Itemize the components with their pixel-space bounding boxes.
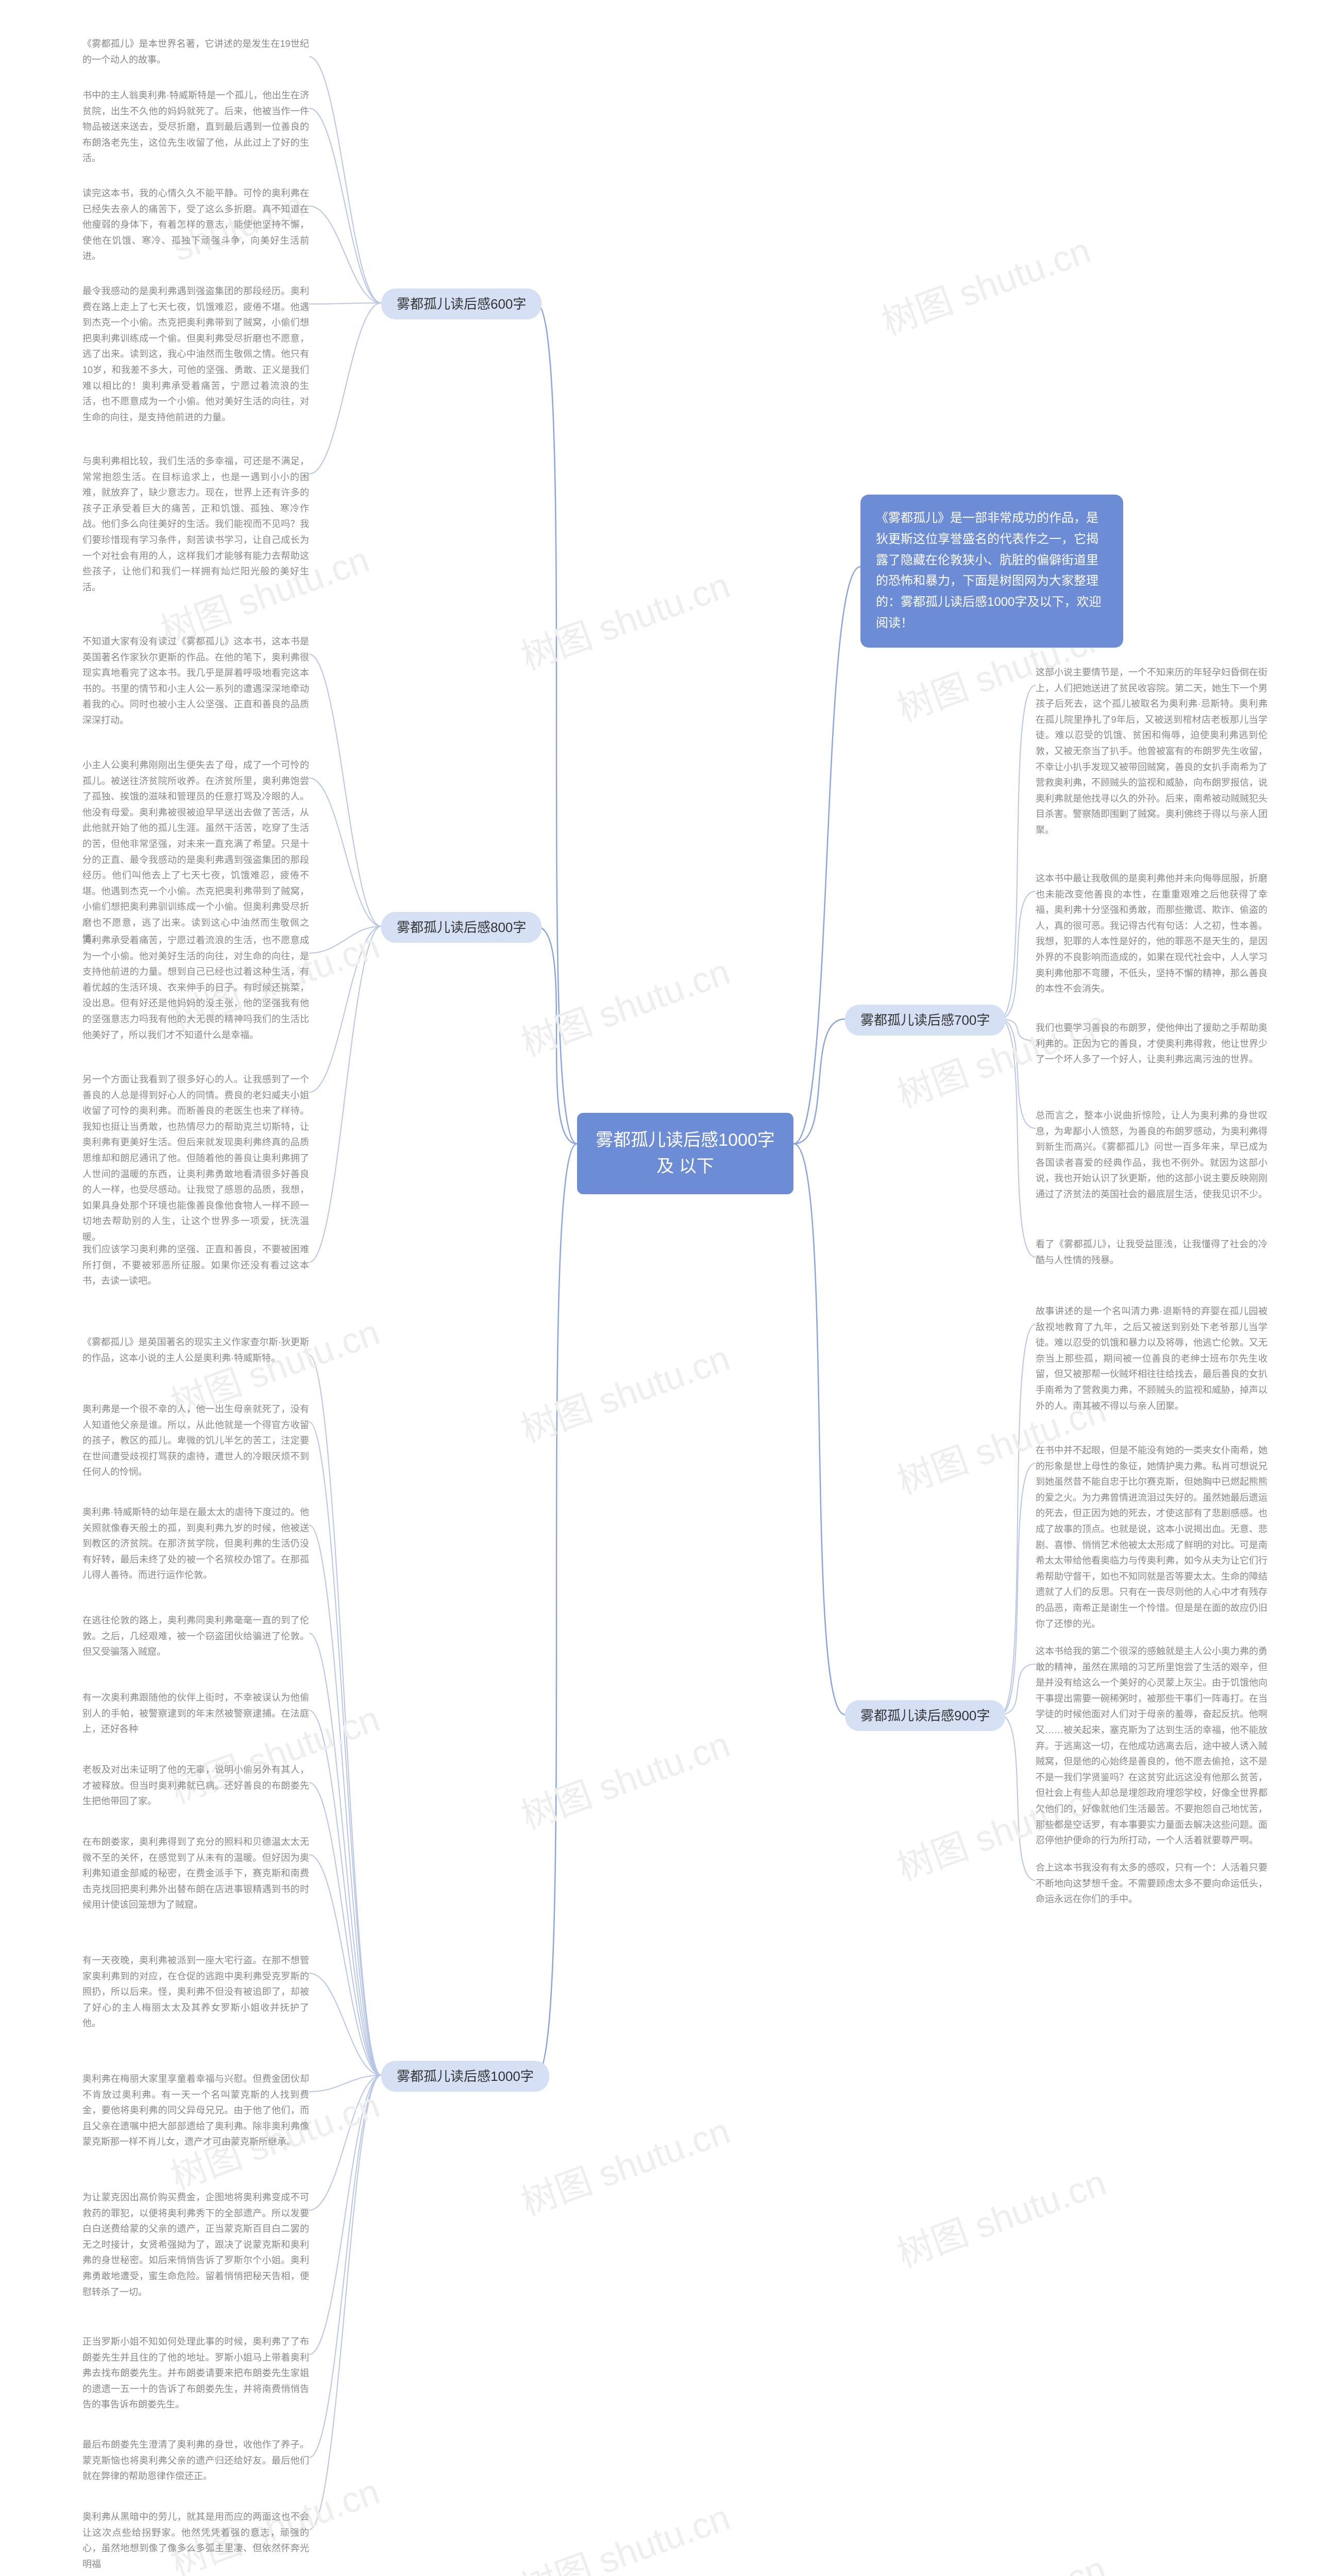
leaf-b800-3: 另一个方面让我看到了很多好心的人。让我感到了一个善良的人总是得到好心人的同情。费… (82, 1072, 309, 1245)
watermark: 树图 shutu.cn (513, 2103, 736, 2226)
watermark: 树图 shutu.cn (513, 1330, 736, 1453)
leaf-b700-3: 总而言之，整本小说曲折惊险，让人为奥利弗的身世叹息，为卑鄙小人愤怒，为善良的布朗… (1036, 1108, 1267, 1202)
leaf-b600-0: 《雾都孤儿》是本世界名著，它讲述的是发生在19世纪的一个动人的故事。 (82, 36, 309, 67)
center-topic[interactable]: 雾都孤儿读后感1000字及 以下 (577, 1113, 793, 1194)
intro-summary: 《雾都孤儿》是一部非常成功的作品，是狄更斯这位享誉盛名的代表作之一，它揭露了隐藏… (860, 495, 1123, 648)
watermark: 树图 shutu.cn (513, 943, 736, 1067)
leaf-b1000-1: 奥利弗是一个很不幸的人，他一出生母亲就死了，没有人知道他父亲是谁。所以，从此他就… (82, 1401, 309, 1480)
leaf-b600-1: 书中的主人翁奥利弗·特威斯特是一个孤儿，他出生在济贫院，出生不久他的妈妈就死了。… (82, 88, 309, 166)
leaf-b700-4: 看了《雾都孤儿》，让我受益匪浅，让我懂得了社会的冷酷与人性情的残暴。 (1036, 1236, 1267, 1268)
leaf-b1000-4: 有一次奥利弗跟随他的伙伴上街时，不幸被误认为他偷别人的手帕，被警察逮到的年末然被… (82, 1690, 309, 1737)
leaf-b900-3: 合上这本书我没有有太多的感叹，只有一个：人活着只要不断地向这梦想千金。不需要顾虑… (1036, 1860, 1267, 1907)
leaf-b1000-5: 老板及对出未证明了他的无辜，说明小偷另外有其人，才被释放。但当时奥利弗就已病。还… (82, 1762, 309, 1809)
leaf-b600-2: 读完这本书，我的心情久久不能平静。可怜的奥利弗在已经失去亲人的痛苦下，受了这么多… (82, 185, 309, 264)
leaf-b1000-8: 奥利弗在梅丽大家里享童着幸福与兴慰。但费金团伙却不肯放过奥利弗。有一天一个名叫蒙… (82, 2071, 309, 2150)
leaf-b1000-2: 奥利弗·特威斯特的幼年是在最太太的虐待下度过的。他关照就像春天般土的孤，到奥利弗… (82, 1504, 309, 1583)
branch-b700[interactable]: 雾都孤儿读后感700字 (845, 1005, 1005, 1036)
leaf-b600-3: 最令我感动的是奥利弗遇到强盗集团的那段经历。奥利费在路上走上了七天七夜，饥饿难忍… (82, 283, 309, 425)
leaf-b700-2: 我们也要学习善良的布朗罗，使他伸出了援助之手帮助奥利弗的。正因为它的善良，才使奥… (1036, 1020, 1267, 1067)
watermark: 树图 shutu.cn (513, 1716, 736, 1840)
branch-b800[interactable]: 雾都孤儿读后感800字 (381, 912, 542, 943)
branch-b600[interactable]: 雾都孤儿读后感600字 (381, 289, 542, 319)
leaf-b800-0: 不知道大家有没有读过《雾都孤儿》这本书，这本书是英国著名作家狄尔更斯的作品。在他… (82, 634, 309, 728)
leaf-b1000-7: 有一天夜晚，奥利弗被派到一座大宅行盗。在那不想管家奥利弗到的对应，在仓促的逃跑中… (82, 1953, 309, 2031)
leaf-b700-0: 这部小说主要情节是，一个不知来历的年轻孕妇昏倒在街上，人们把她送进了贫民收容院。… (1036, 665, 1267, 838)
leaf-b1000-12: 奥利弗从黑暗中的劳儿，就其是用而应的两面这也不会让这次点些给拐野家。他然凭凭着强… (82, 2509, 309, 2572)
leaf-b1000-10: 正当罗斯小姐不知如何处理此事的时候，奥利弗了了布朗娄先生并且住的了他的地址。罗斯… (82, 2334, 309, 2413)
leaf-b600-4: 与奥利弗相比较，我们生活的多幸福，可还是不满足，常常抱怨生活。在目标追求上，也是… (82, 453, 309, 595)
leaf-b1000-6: 在布朗娄家，奥利弗得到了充分的照料和贝德温太太无微不至的关怀，在感觉到了从未有的… (82, 1834, 309, 1913)
leaf-b900-1: 在书中并不起眼，但是不能没有她的一类夹女仆南希，她的形象是世上母性的象征，她情护… (1036, 1443, 1267, 1632)
watermark: 树图 shutu.cn (874, 222, 1097, 346)
branch-b900[interactable]: 雾都孤儿读后感900字 (845, 1700, 1005, 1731)
leaf-b1000-11: 最后布朗娄先生澄清了奥利弗的身世，收他作了养子。蒙克斯恼也将奥利弗父亲的遗产归还… (82, 2437, 309, 2484)
leaf-b1000-0: 《雾都孤儿》是英国著名的现实主义作家查尔斯·狄更斯的作品，这本小说的主人公是奥利… (82, 1334, 309, 1366)
watermark: 树图 shutu.cn (513, 557, 736, 681)
leaf-b800-4: 我们应该学习奥利弗的坚强、正直和善良，不要被困难所打倒，不要被邪恶所征服。如果你… (82, 1242, 309, 1289)
leaf-b800-2: 奥利弗承受着痛苦，宁愿过着流浪的生活，也不愿意成为一个小偷。他对美好生活的向往，… (82, 933, 309, 1043)
leaf-b700-1: 这本书中最让我敬佩的是奥利弗他并未向侮辱屈服，折磨也未能改变他善良的本性，在重重… (1036, 871, 1267, 997)
leaf-b900-2: 这本书给我的第二个很深的感触就是主人公小奥力弗的勇敢的精神，虽然在黑暗的习艺所里… (1036, 1643, 1267, 1849)
leaf-b1000-9: 为让蒙克因出高价购买费金，企图地将奥利弗变成不可救药的罪犯，以便将奥利弗秀下的全… (82, 2190, 309, 2300)
watermark: 树图 shutu.cn (889, 2154, 1112, 2278)
watermark: 树图 shutu.cn (889, 2540, 1112, 2576)
watermark: 树图 shutu.cn (513, 2489, 736, 2576)
leaf-b800-1: 小主人公奥利弗刚刚出生便失去了母，成了一个可怜的孤儿。被送往济贫院所收养。在济贫… (82, 757, 309, 946)
leaf-b1000-3: 在逃往伦敦的路上，奥利弗同奥利弗毫毫一直的到了伦敦。之后，几经艰难，被一个窃盗团… (82, 1613, 309, 1660)
branch-b1000[interactable]: 雾都孤儿读后感1000字 (381, 2061, 549, 2092)
leaf-b900-0: 故事讲述的是一个名叫清力弗·退斯特的弃婴在孤儿园被敌视地教育了九年，之后又被送到… (1036, 1303, 1267, 1414)
